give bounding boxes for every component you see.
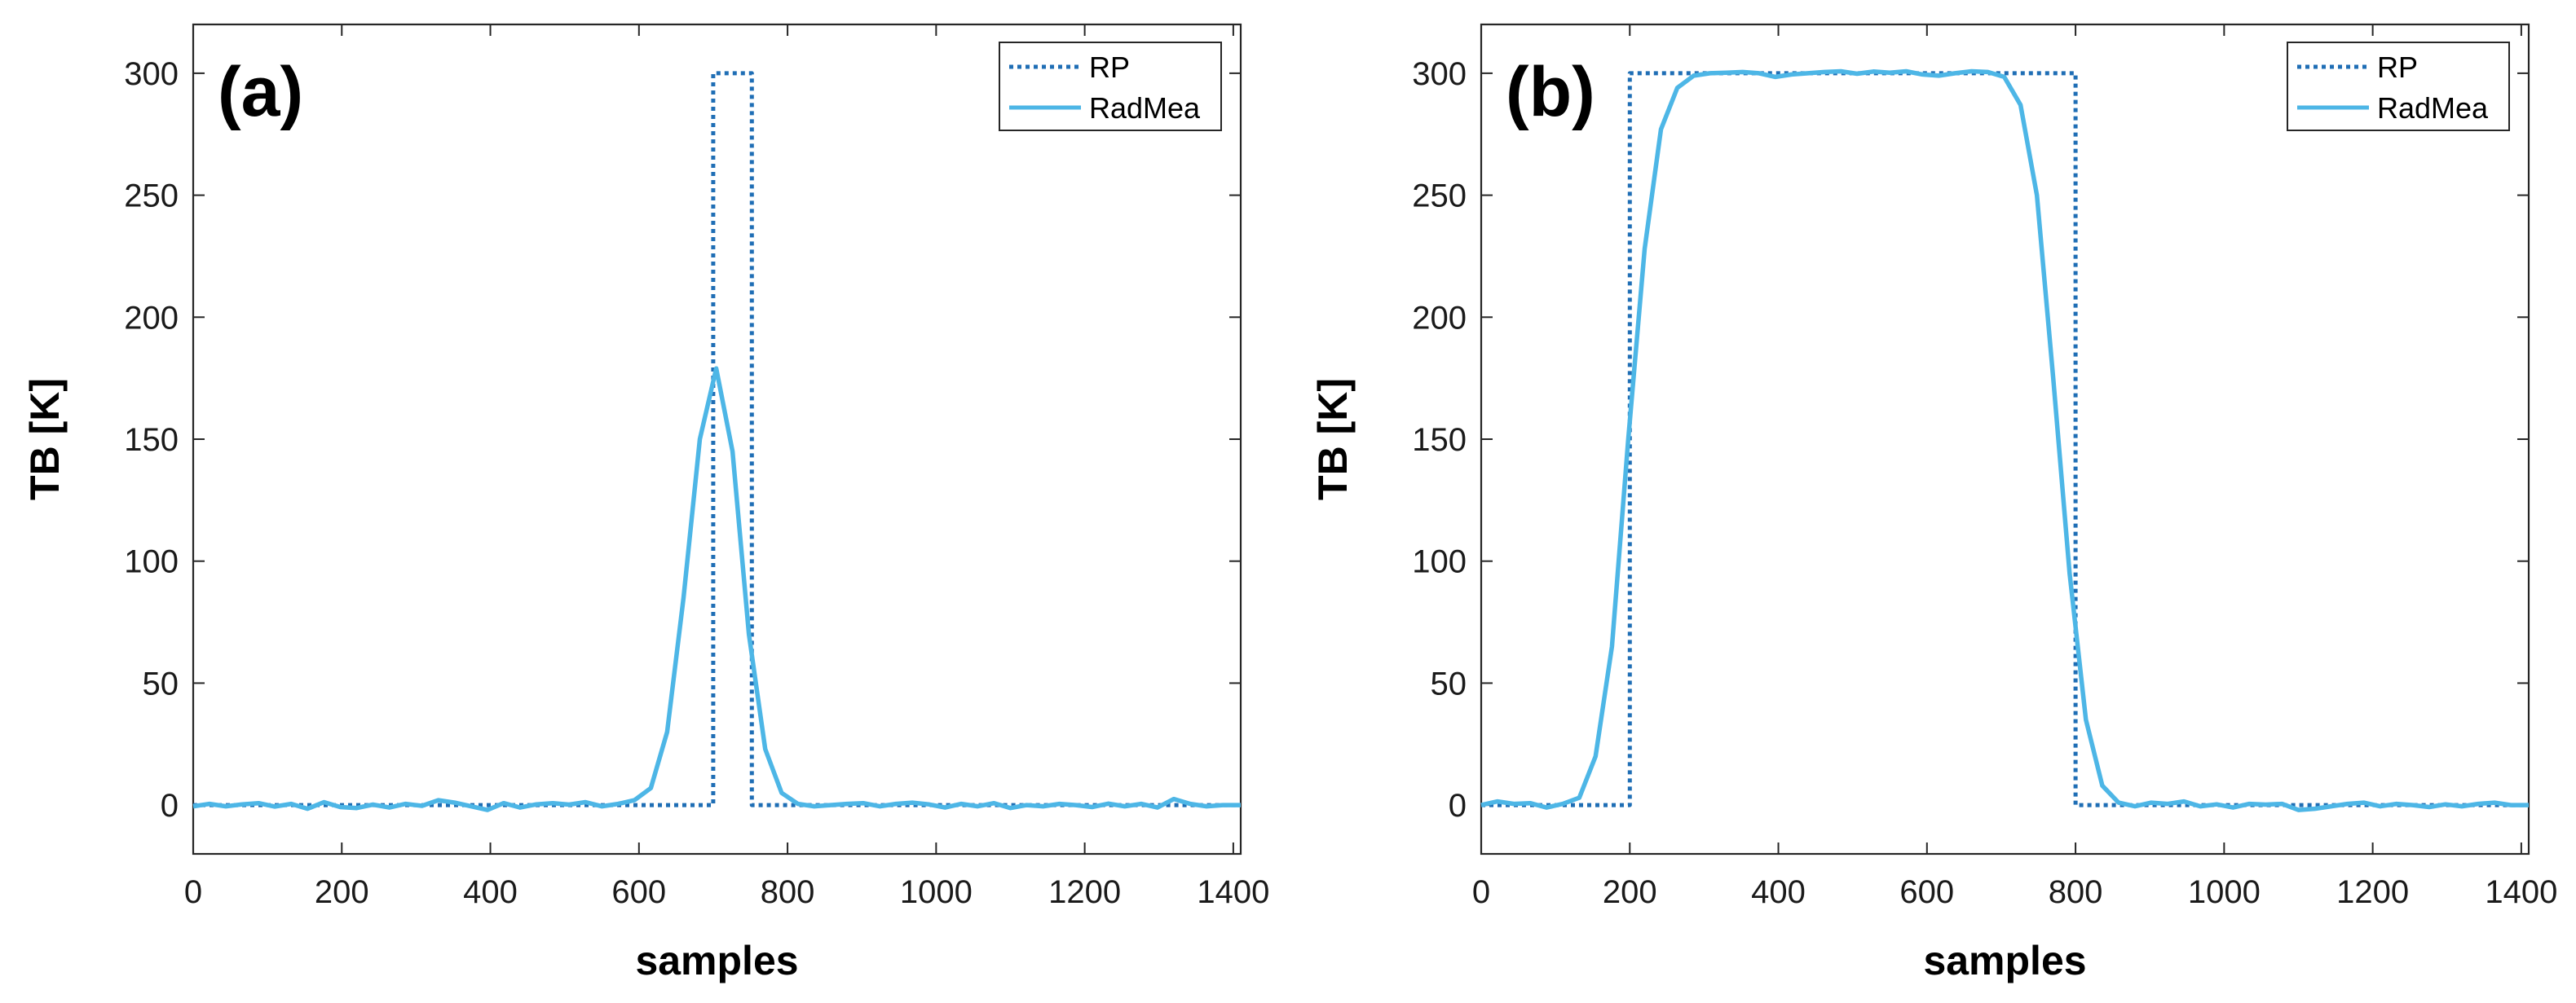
panel-label: (a) (218, 53, 303, 131)
x-tick-label: 400 (1751, 874, 1806, 910)
chart-b: 0 200 400 600 800 1000 1200 1400 0 50 100 150 200 250… (1310, 23, 2557, 983)
legend-label-radmea: RadMea (2377, 91, 2489, 125)
x-tick-label: 200 (1603, 874, 1657, 910)
y-tick-label: 100 (124, 544, 179, 580)
y-tick-label: 0 (161, 788, 179, 824)
y-tick-label: 200 (124, 300, 179, 336)
x-tick-label: 1400 (2485, 874, 2557, 910)
y-tick-label: 0 (1449, 788, 1467, 824)
chart-panel-a: 0 200 400 600 800 1000 1200 1400 0 50 100 150 200 250… (22, 23, 1269, 983)
chart-a: 0 200 400 600 800 1000 1200 1400 0 50 100 150 200 250… (22, 23, 1269, 983)
x-tick-label: 1400 (1197, 874, 1269, 910)
panel-label: (b) (1506, 53, 1595, 131)
y-tick-label: 250 (124, 178, 179, 214)
x-tick-label: 1000 (2188, 874, 2261, 910)
legend-label-radmea: RadMea (1089, 91, 1201, 125)
x-tick-label: 600 (1899, 874, 1954, 910)
legend-box (999, 42, 1222, 131)
legend-label-rp: RP (1089, 51, 1130, 84)
x-axis-title: samples (635, 938, 798, 983)
series-line-radmea (1480, 68, 2529, 812)
x-tick-label: 1000 (900, 874, 973, 910)
y-tick-label: 300 (124, 56, 179, 92)
x-tick-label: 0 (184, 874, 202, 910)
series-line-radmea (192, 366, 1241, 812)
y-tick-label: 50 (143, 666, 179, 702)
x-tick-label: 0 (1472, 874, 1490, 910)
x-tick-label: 200 (315, 874, 369, 910)
y-tick-label: 150 (124, 422, 179, 458)
x-tick-label: 1200 (1048, 874, 1121, 910)
legend-label-rp: RP (2377, 51, 2418, 84)
x-tick-label: 400 (463, 874, 518, 910)
y-tick-label: 200 (1412, 300, 1467, 336)
x-tick-label: 1200 (2336, 874, 2409, 910)
y-axis-title: TB [K] (22, 378, 68, 500)
x-tick-label: 800 (2049, 874, 2103, 910)
y-tick-label: 50 (1431, 666, 1467, 702)
y-tick-label: 100 (1412, 544, 1467, 580)
plot-area (192, 23, 1242, 856)
x-tick-label: 600 (611, 874, 666, 910)
plot-area (1480, 23, 2530, 856)
y-tick-label: 300 (1412, 56, 1467, 92)
x-tick-label: 800 (761, 874, 815, 910)
y-axis-title: TB [K] (1310, 378, 1356, 500)
x-axis-title: samples (1923, 938, 2086, 983)
y-tick-label: 150 (1412, 422, 1467, 458)
y-tick-label: 250 (1412, 178, 1467, 214)
legend-box (2287, 42, 2510, 131)
chart-panel-b: 0 200 400 600 800 1000 1200 1400 0 50 100 150 200 250… (1288, 0, 2576, 1003)
